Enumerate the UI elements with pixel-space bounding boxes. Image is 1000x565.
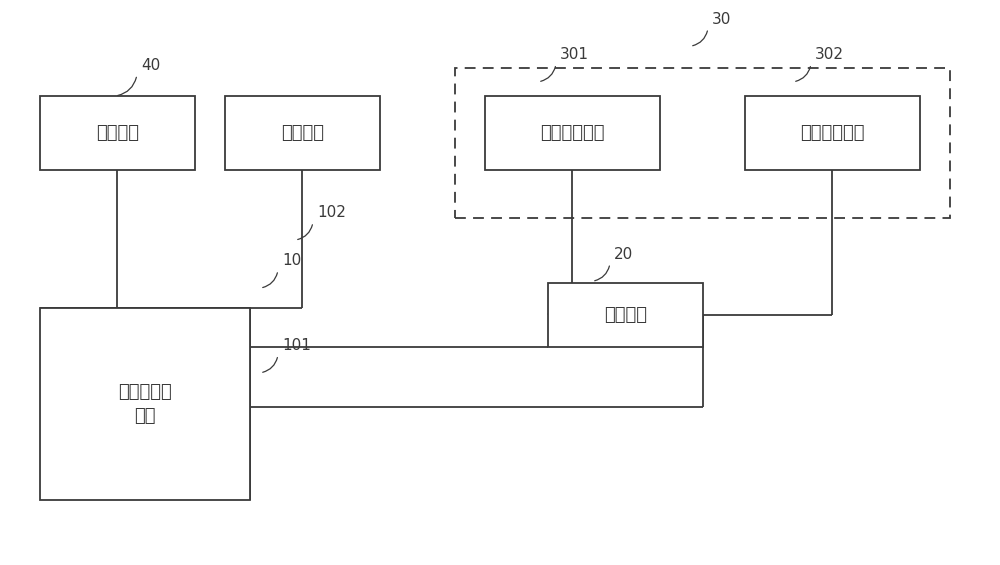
Text: 第一发射天线: 第一发射天线	[540, 124, 605, 142]
Text: 接收天线: 接收天线	[96, 124, 139, 142]
Text: 毫米波雷达
芯片: 毫米波雷达 芯片	[118, 383, 172, 425]
Text: 301: 301	[560, 47, 589, 62]
Bar	[225, 96, 380, 170]
Text: 第二发射天线: 第二发射天线	[800, 124, 865, 142]
Text: 40: 40	[141, 58, 160, 73]
Text: 101: 101	[282, 338, 311, 353]
Bar	[548, 282, 703, 347]
Bar	[40, 308, 250, 500]
Bar	[745, 96, 920, 170]
Text: 30: 30	[712, 11, 731, 27]
Text: 302: 302	[815, 47, 844, 62]
Text: 接收天线: 接收天线	[281, 124, 324, 142]
Text: 20: 20	[614, 246, 633, 262]
Bar	[40, 96, 195, 170]
Bar	[455, 68, 950, 218]
Text: 射频开关: 射频开关	[604, 306, 647, 324]
Bar	[485, 96, 660, 170]
Text: 102: 102	[317, 205, 346, 220]
Text: 10: 10	[282, 253, 301, 268]
